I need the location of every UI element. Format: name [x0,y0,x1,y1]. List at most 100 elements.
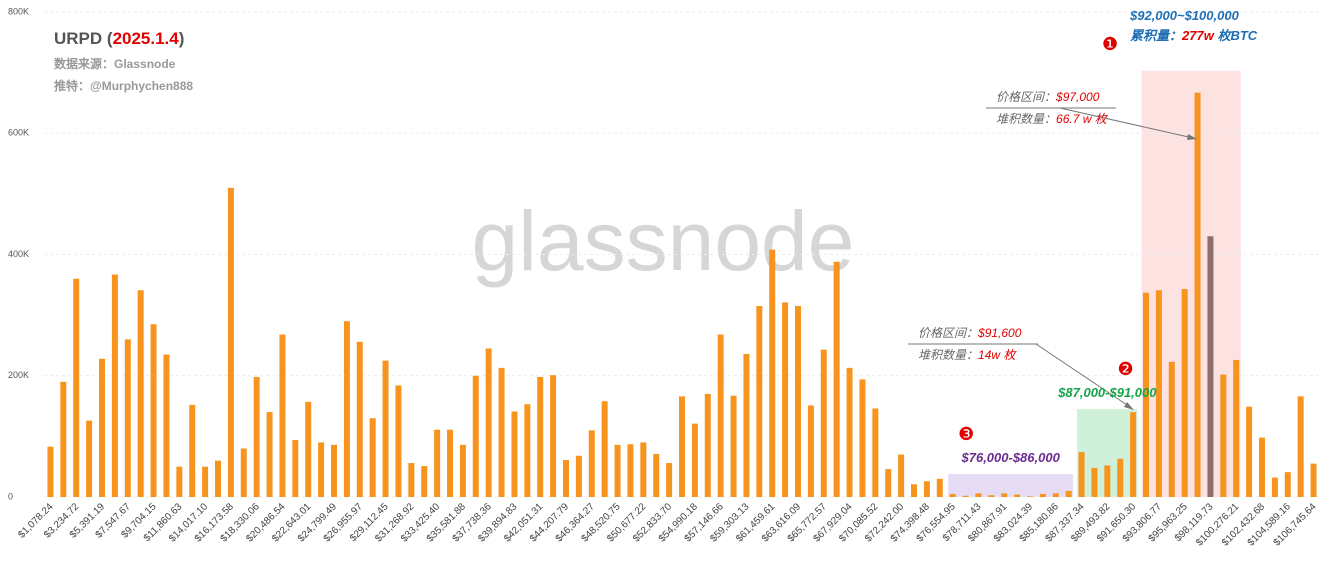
bar [1233,359,1240,497]
bar [227,187,234,497]
y-tick-label: 400K [8,249,29,259]
bar [936,478,943,497]
bar [382,360,389,497]
title-part: ) [179,29,185,48]
bar [395,385,402,497]
callout-value: $97,000 [1055,90,1100,104]
bar [215,460,221,497]
bar [421,466,428,497]
bar [1310,463,1317,497]
bar [1001,493,1008,497]
bar [434,429,441,497]
bar [988,495,995,497]
bar [163,354,170,497]
bar [923,481,930,497]
bar [807,405,814,497]
region-marker: ❷ [1117,359,1133,379]
bar [679,396,685,497]
bar [1078,452,1085,497]
bar [1168,361,1175,497]
callout-label: 堆积数量： [996,112,1056,126]
bar [885,469,892,497]
y-tick-label: 200K [8,370,29,380]
bar [176,466,183,497]
accumulation-unit: 枚BTC [1214,28,1258,43]
chart-title: URPD (2025.1.4) [54,29,184,48]
bar [266,412,273,497]
region-label: $92,000~$100,000 [1129,8,1240,23]
bar [111,274,118,497]
bar [1220,374,1227,497]
bar [1039,493,1046,497]
bar [640,442,647,497]
bar [137,290,144,497]
bar [820,349,827,497]
bar [1284,472,1291,497]
bar [498,367,505,497]
bar [202,466,209,497]
bar [99,358,105,497]
bar [756,306,763,497]
y-tick-label: 0 [8,491,13,501]
bar [911,484,917,497]
bar [485,348,492,497]
title-part: URPD ( [54,29,113,48]
bar [47,446,54,497]
bar [511,411,518,497]
bar [1014,494,1021,497]
callout-qty: 堆积数量：66.7 w 枚 [996,112,1109,126]
callout-qty: 堆积数量：14w 枚 [918,348,1017,362]
region-label: $87,000-$91,000 [1057,385,1157,400]
region-marker: ❸ [958,424,974,444]
bar [1143,292,1149,497]
bar [769,249,776,497]
bar [292,440,299,497]
accumulation-value: 277w [1181,28,1215,43]
bar [73,278,80,497]
bar [1117,458,1124,497]
bar [305,401,312,497]
bar [408,463,415,497]
bar [859,379,866,497]
twitter: 推特：@Murphychen888 [54,78,193,93]
bar [588,430,595,497]
bar [369,418,376,497]
bar [627,444,634,497]
bar [898,454,905,497]
callout-arrow [1035,343,1131,408]
bar [124,339,131,497]
watermark: glassnode [472,194,855,288]
callout-price: 价格区间：$91,600 [918,326,1022,340]
bar [253,376,260,497]
bar [1181,289,1188,497]
bar [653,453,660,497]
callout-label: 价格区间： [996,90,1056,104]
bar [1130,412,1137,497]
bar [472,375,479,497]
bar [730,395,737,497]
bar [150,324,157,497]
bar [1091,467,1098,497]
bar [459,444,466,497]
bar [1297,396,1304,497]
callout-arrow [1059,107,1194,139]
bar [1065,490,1072,497]
bar [833,261,840,497]
arrow-head [1124,402,1134,410]
bar [1027,496,1033,497]
bar [975,493,982,497]
bar [666,463,673,497]
callout-label: 堆积数量： [918,348,978,362]
bar [331,444,337,497]
bar [743,353,750,497]
bar [524,404,531,497]
bar [563,460,569,497]
bar [795,306,801,497]
bar [1207,236,1214,497]
accumulation: 累积量：277w 枚BTC [1130,28,1258,43]
bar [550,375,557,497]
bar [691,423,698,497]
bar [1104,465,1111,497]
bar [1246,406,1253,497]
bar [1259,437,1265,497]
